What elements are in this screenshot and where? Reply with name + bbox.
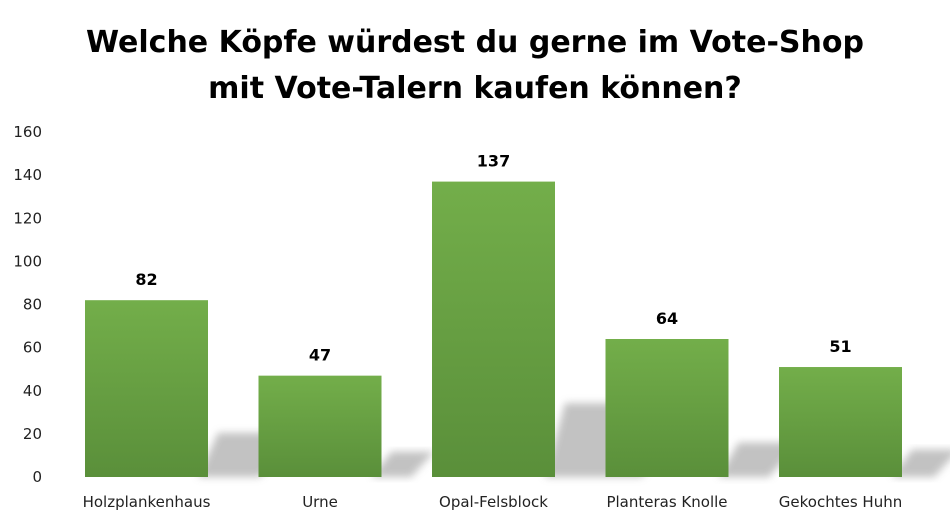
bar-shadow	[892, 449, 950, 477]
x-category-label: Gekochtes Huhn	[779, 493, 902, 511]
bar-planteras-knolle	[605, 339, 729, 477]
y-tick-label: 20	[23, 425, 42, 443]
data-label: 82	[135, 270, 157, 289]
data-label: 51	[829, 337, 851, 356]
chart-title-line-2: mit Vote-Talern kaufen können?	[208, 71, 742, 106]
y-tick-label: 120	[13, 209, 42, 227]
chart-title-line-1: Welche Köpfe würdest du gerne im Vote-Sh…	[86, 25, 864, 60]
y-tick-label: 60	[23, 339, 42, 357]
y-tick-label: 140	[13, 166, 42, 184]
y-tick-label: 40	[23, 382, 42, 400]
bar-holzplankenhaus	[85, 300, 208, 477]
x-category-label: Planteras Knolle	[606, 493, 727, 511]
x-category-label: Holzplankenhaus	[83, 493, 211, 511]
data-label: 64	[656, 309, 678, 328]
y-tick-label: 160	[13, 123, 42, 141]
bar-opal-felsblock	[432, 181, 555, 477]
y-tick-label: 80	[23, 296, 42, 314]
y-tick-label: 0	[32, 468, 42, 486]
bar-urne	[258, 375, 382, 477]
x-category-label: Urne	[302, 493, 338, 511]
data-label: 137	[477, 152, 510, 171]
bar-shadow	[371, 451, 435, 477]
bar-gekochtes-huhn	[779, 367, 902, 477]
data-label: 47	[309, 346, 331, 365]
x-category-label: Opal-Felsblock	[439, 493, 548, 511]
y-tick-label: 100	[13, 252, 42, 270]
